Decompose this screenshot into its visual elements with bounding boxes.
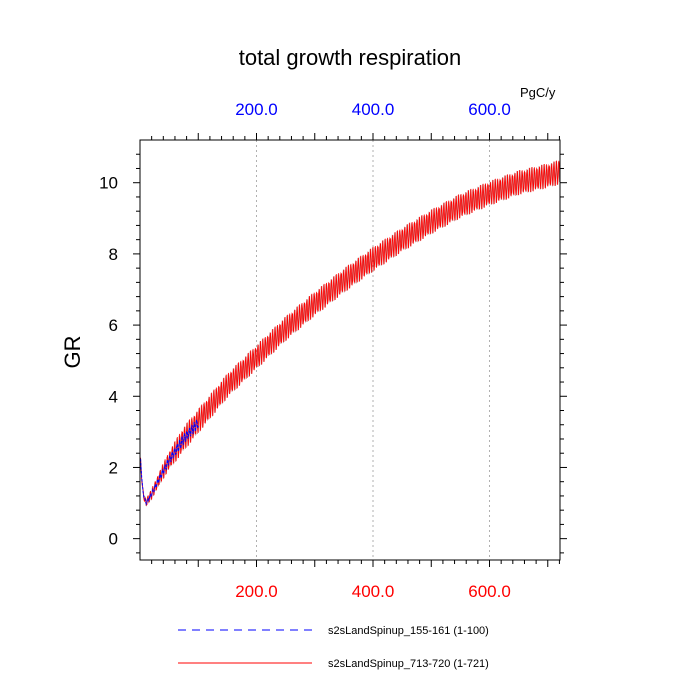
y-tick-label: 4 bbox=[109, 387, 118, 406]
y-tick-label: 8 bbox=[109, 245, 118, 264]
legend-label-713-720: s2sLandSpinup_713-720 (1-721) bbox=[328, 658, 489, 670]
x-tick-label-bottom: 200.0 bbox=[235, 582, 278, 601]
series-line-713-720 bbox=[140, 160, 561, 506]
series-line-underlay bbox=[140, 161, 561, 507]
plot-frame bbox=[139, 139, 561, 561]
series-line-155-161 bbox=[140, 419, 199, 506]
y-tick-label: 2 bbox=[109, 458, 118, 477]
chart-title: total growth respiration bbox=[239, 45, 462, 70]
y-tick-label: 0 bbox=[109, 530, 118, 549]
x-tick-label-top: 400.0 bbox=[352, 100, 395, 119]
legend-label-155-161: s2sLandSpinup_155-161 (1-100) bbox=[328, 625, 489, 637]
grid bbox=[256, 140, 491, 560]
y-tick-label: 6 bbox=[109, 316, 118, 335]
x-tick-label-bottom: 400.0 bbox=[352, 582, 395, 601]
legend: s2sLandSpinup_155-161 (1-100) s2sLandSpin… bbox=[178, 625, 489, 670]
axis-ticks: 200.0 200.0 400.0 400.0 600.0 600.0 0 2 4 6 8 10 bbox=[99, 100, 567, 601]
units-label: PgC/y bbox=[520, 85, 556, 100]
x-tick-label-top: 600.0 bbox=[468, 100, 511, 119]
y-axis-label: GR bbox=[60, 336, 85, 369]
x-tick-label-bottom: 600.0 bbox=[468, 582, 511, 601]
plot-area bbox=[140, 160, 561, 507]
y-tick-label: 10 bbox=[99, 174, 118, 193]
x-tick-label-top: 200.0 bbox=[235, 100, 278, 119]
